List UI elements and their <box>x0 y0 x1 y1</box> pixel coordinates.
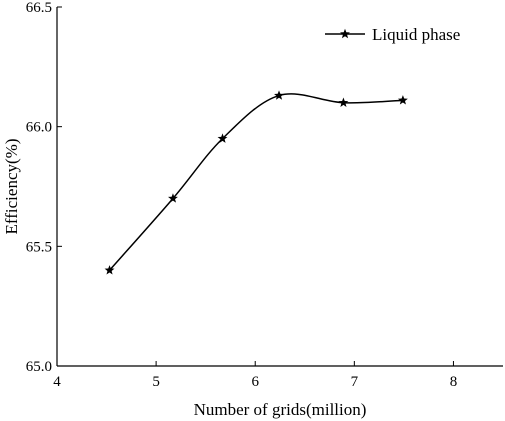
data-point-star <box>397 95 408 105</box>
legend: Liquid phase <box>325 25 460 44</box>
x-tick-label: 8 <box>450 374 458 390</box>
x-tick-label: 5 <box>152 374 160 390</box>
data-point-star <box>338 97 349 107</box>
y-tick-label: 66.5 <box>26 0 52 16</box>
legend-star-marker <box>340 28 350 39</box>
series-line-liquid-phase <box>108 93 403 271</box>
y-tick-label: 66.0 <box>26 120 52 136</box>
data-point-star <box>217 133 228 143</box>
series-layer <box>104 90 408 275</box>
data-point-star <box>274 90 284 100</box>
y-ticks: 65.0 65.5 66.0 66.5 <box>26 0 62 375</box>
axes <box>56 7 503 367</box>
legend-label: Liquid phase <box>372 25 460 44</box>
x-ticks: 4 5 6 7 8 <box>53 361 457 390</box>
data-point-star <box>168 193 178 203</box>
x-tick-label: 7 <box>351 374 359 390</box>
x-tick-label: 4 <box>53 374 61 390</box>
x-axis-title: Number of grids(million) <box>194 400 367 419</box>
y-tick-label: 65.5 <box>26 239 52 255</box>
y-tick-label: 65.0 <box>26 359 52 375</box>
x-tick-label: 6 <box>251 374 259 390</box>
y-axis-title: Efficiency(%) <box>2 139 21 235</box>
data-point-star <box>104 265 115 275</box>
